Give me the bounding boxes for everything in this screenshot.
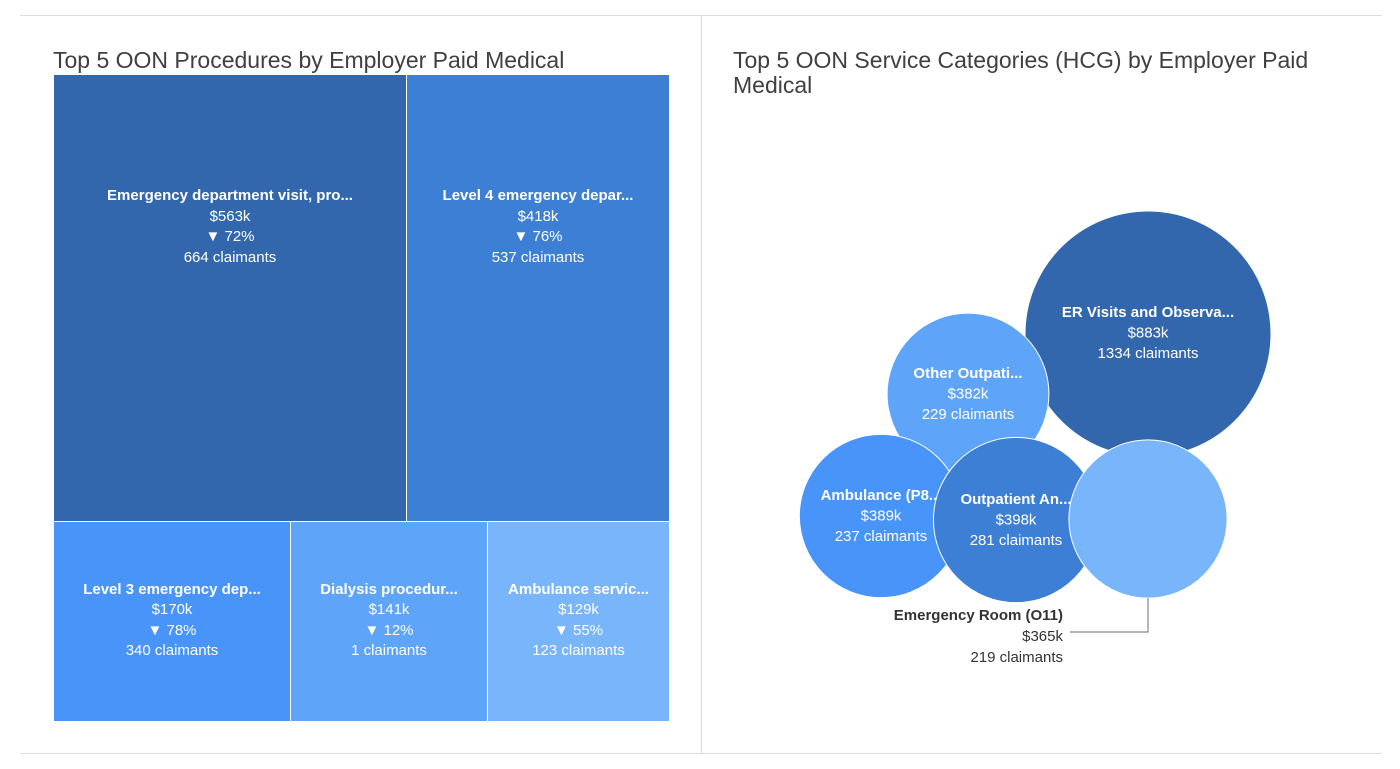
cell-change: ▼ 78% [147, 621, 197, 639]
cell-label: Emergency department visit, pro... [107, 187, 353, 204]
bubble-claimants: 281 claimants [970, 532, 1063, 549]
panel-divider [701, 15, 702, 753]
bottom-divider [20, 753, 1382, 754]
cell-label: Dialysis procedur... [320, 580, 458, 598]
bubble-value: $883k [1128, 325, 1169, 342]
bubble[interactable]: Emergency Room (O11) $365k 219 claimants [894, 439, 1228, 666]
bubble[interactable]: Other Outpati... $382k 229 claimants [886, 312, 1050, 476]
treemap-cell[interactable]: Dialysis procedur... $141k ▼ 12% 1 claim… [290, 521, 488, 722]
cell-claimants: 537 claimants [491, 248, 585, 266]
bubble-circle[interactable] [1068, 439, 1228, 599]
cell-value: $418k [517, 207, 559, 225]
cell-value: $129k [558, 601, 599, 618]
bubble-value: $382k [948, 386, 989, 403]
treemap-cell[interactable]: Level 4 emergency depar... $418k ▼ 76% 5… [406, 74, 670, 522]
bubble-label: ER Visits and Observa... [1062, 304, 1234, 321]
bubble-value: $398k [996, 512, 1037, 529]
cell-value: $563k [209, 207, 251, 225]
bubble-chart-title: Top 5 OON Service Categories (HCG) by Em… [733, 47, 1309, 98]
cell-change: ▼ 12% [364, 621, 414, 639]
bubble[interactable]: Ambulance (P8... $389k 237 claimants [798, 433, 964, 599]
bubble-value: $389k [861, 508, 902, 525]
bubble-label: Ambulance (P8... [821, 487, 942, 504]
leader-line [1070, 598, 1149, 633]
cell-label: Level 3 emergency dep... [83, 580, 261, 598]
cell-claimants: 123 claimants [532, 642, 625, 659]
cell-value: $141k [368, 601, 410, 618]
cell-value: $170k [151, 601, 193, 618]
cell-claimants: 1 claimants [351, 642, 427, 659]
treemap-cell[interactable]: Ambulance servic... $129k ▼ 55% 123 clai… [487, 521, 670, 722]
bubble-claimants: 229 claimants [922, 406, 1015, 423]
bubble-claimants: 237 claimants [835, 528, 928, 545]
treemap-title: Top 5 OON Procedures by Employer Paid Me… [53, 47, 565, 73]
bubble-claimants: 219 claimants [970, 649, 1063, 666]
bubble[interactable]: Outpatient An... $398k 281 claimants [932, 436, 1100, 604]
cell-label: Ambulance servic... [508, 580, 649, 598]
cell-change: ▼ 72% [205, 228, 255, 245]
cell-change: ▼ 55% [553, 621, 604, 639]
cell-change: ▼ 76% [513, 228, 563, 245]
bubble-claimants: 1334 claimants [1098, 345, 1199, 362]
cell-claimants: 664 claimants [183, 248, 277, 266]
bubble-label: Emergency Room (O11) [894, 607, 1063, 624]
treemap-chart: Emergency department visit, pro... $563k… [53, 74, 670, 722]
bubble-label: Outpatient An... [960, 491, 1071, 508]
cell-claimants: 340 claimants [125, 642, 219, 659]
treemap-cell[interactable]: Level 3 emergency dep... $170k ▼ 78% 340… [53, 521, 291, 722]
bubble-label: Other Outpati... [913, 365, 1022, 382]
bubble[interactable]: ER Visits and Observa... $883k 1334 claima… [1024, 210, 1272, 458]
cell-label: Level 4 emergency depar... [442, 187, 634, 204]
bubble-value: $365k [1022, 628, 1063, 645]
